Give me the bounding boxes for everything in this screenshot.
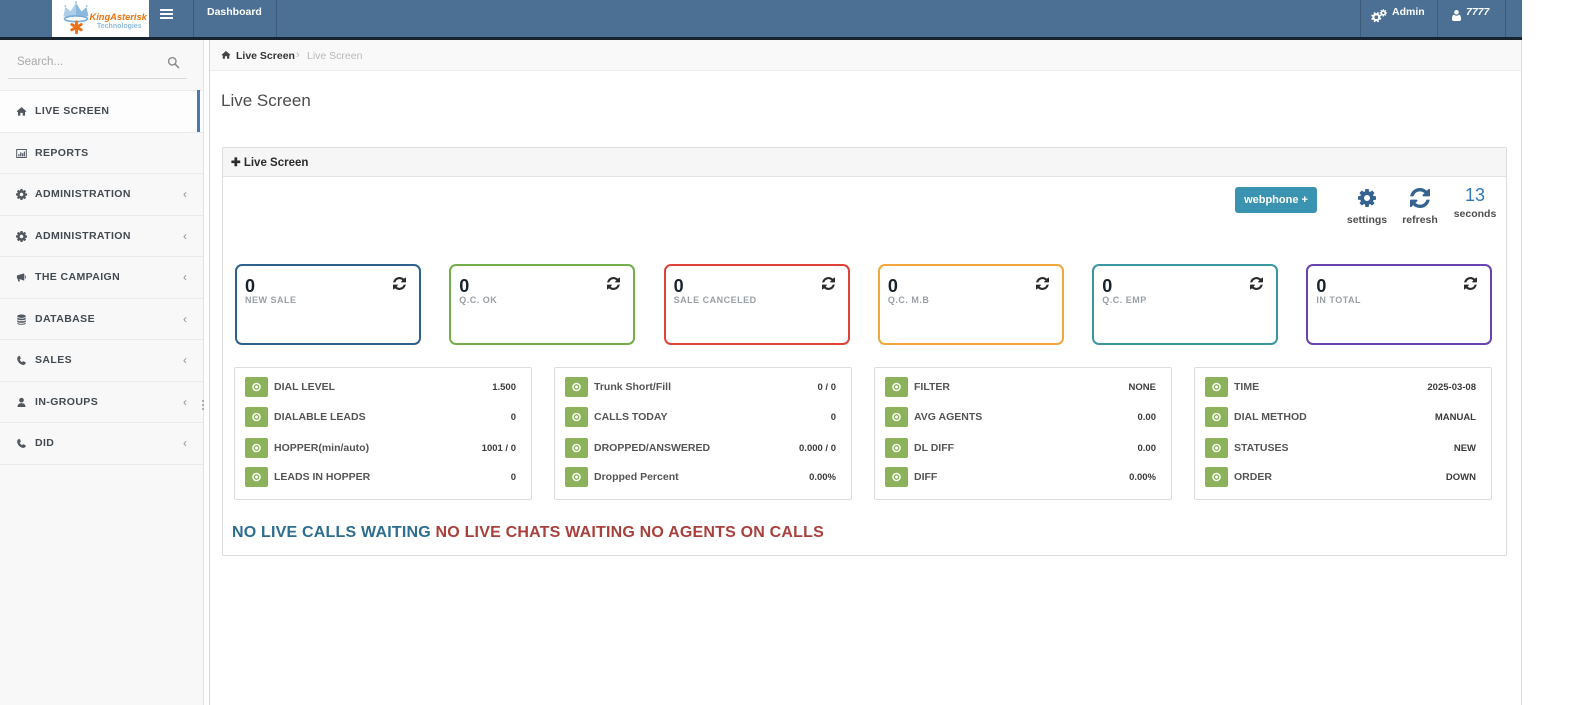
svg-text:KingAsterisk: KingAsterisk [90,12,148,22]
svg-text:Technologies: Technologies [97,23,142,30]
